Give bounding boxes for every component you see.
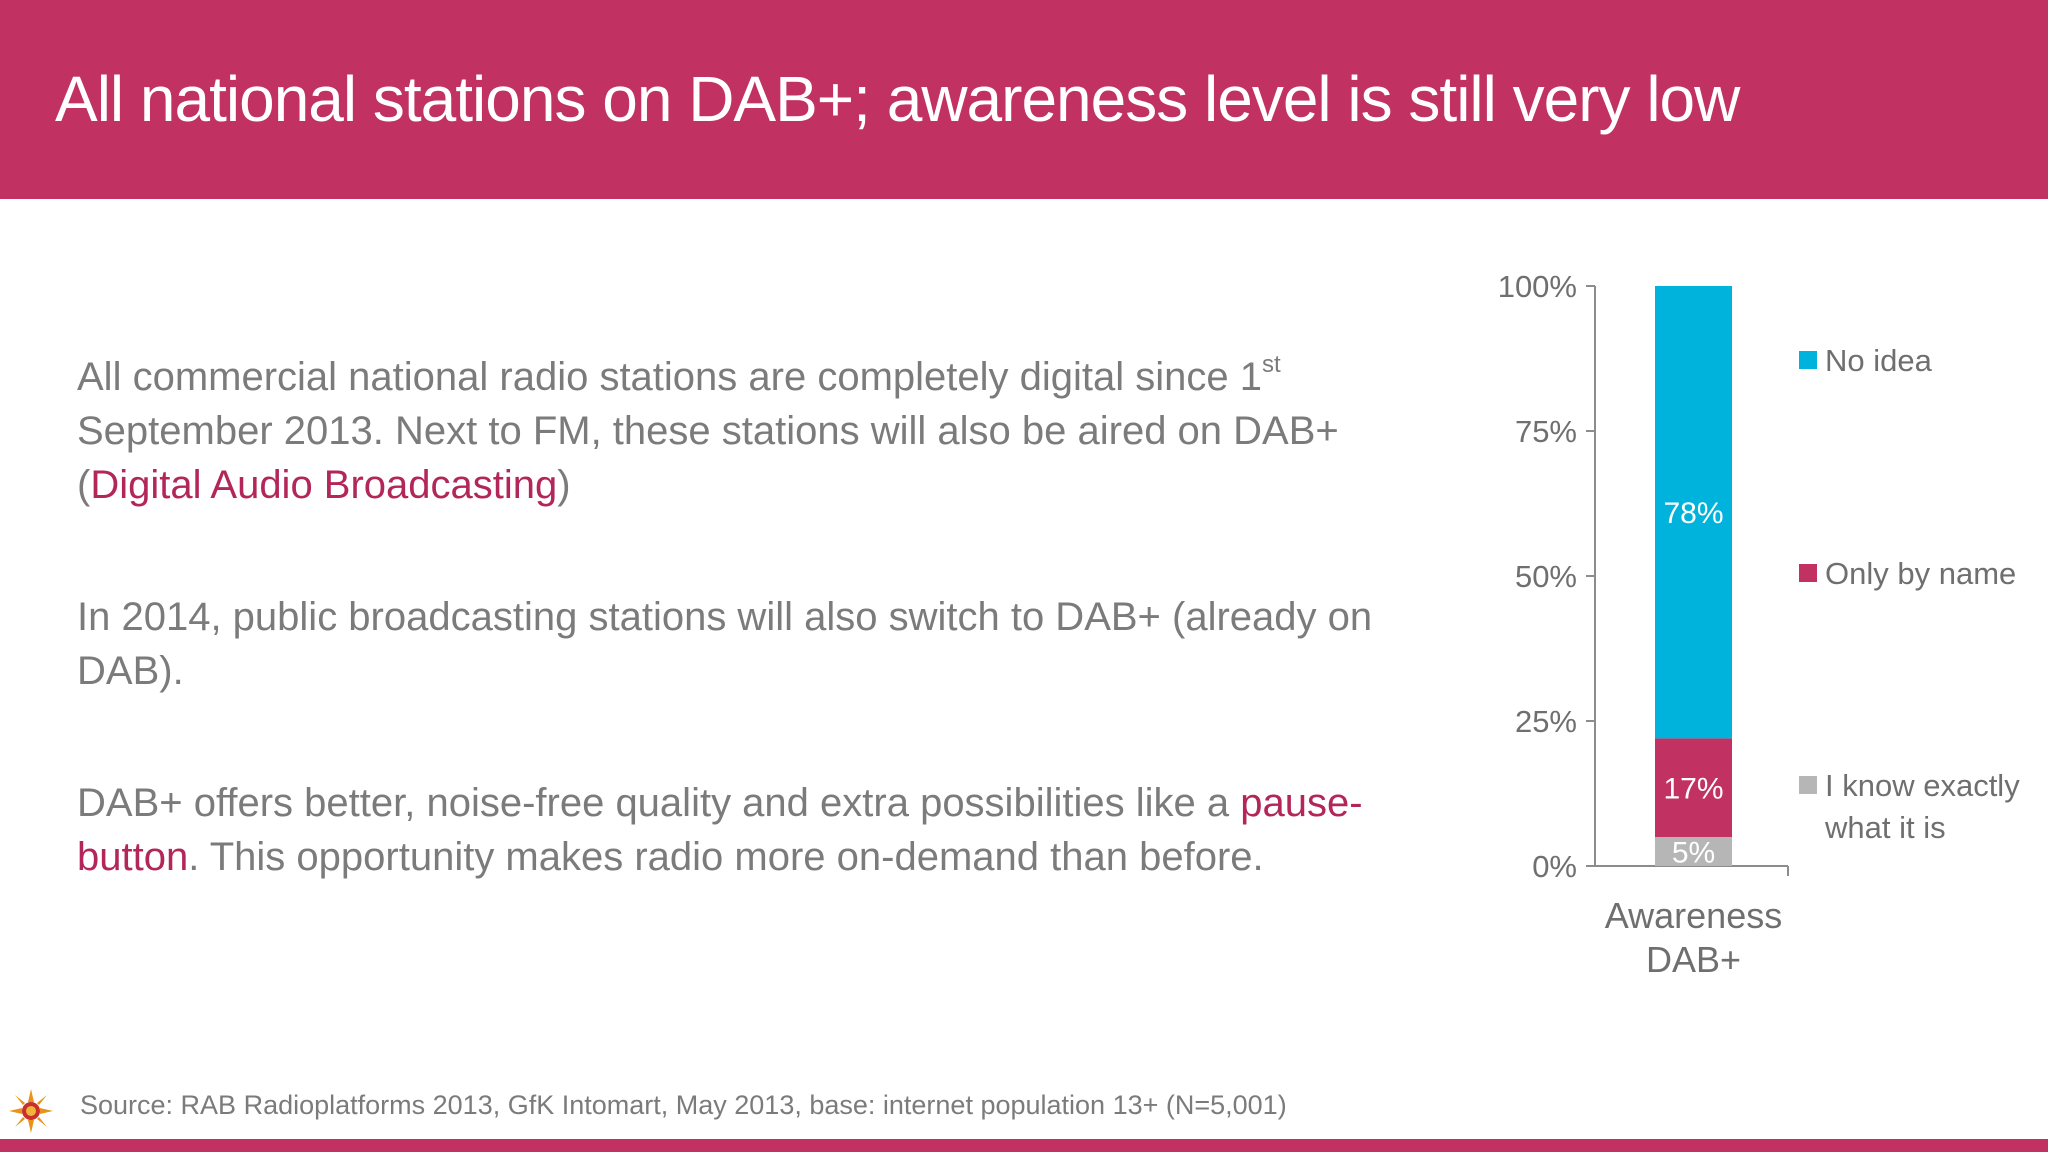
paragraph-1: All commercial national radio stations a… — [77, 350, 1437, 512]
paragraph-1-text-b: September 2013. Next to FM, these statio… — [77, 409, 1339, 507]
y-tick-label: 75% — [1515, 414, 1577, 449]
y-tick-label: 100% — [1498, 269, 1577, 304]
paragraph-1-text-a: All commercial national radio stations a… — [77, 355, 1262, 399]
bar-segment — [1655, 837, 1732, 866]
x-category-label: Awareness — [1605, 895, 1782, 936]
paragraph-3: DAB+ offers better, noise-free quality a… — [77, 776, 1437, 884]
paragraph-2: In 2014, public broadcasting stations wi… — [77, 595, 1373, 693]
paragraph-1-text-c: ) — [557, 463, 571, 507]
y-tick-label: 0% — [1532, 849, 1577, 884]
bar-segment — [1655, 286, 1732, 739]
source-note: Source: RAB Radioplatforms 2013, GfK Int… — [80, 1090, 1287, 1120]
body-text: All commercial national radio stations a… — [77, 350, 1437, 962]
title-bar: All national stations on DAB+; awareness… — [0, 0, 2048, 199]
data-label: 78% — [1663, 497, 1723, 530]
data-label: 5% — [1672, 837, 1715, 870]
paragraph-1-superscript: st — [1262, 351, 1281, 378]
sun-logo-icon — [9, 1089, 53, 1133]
paragraph-1-highlight: Digital Audio Broadcasting — [90, 463, 558, 507]
y-tick-label: 50% — [1515, 559, 1577, 594]
y-tick-label: 25% — [1515, 704, 1577, 739]
x-category-label: DAB+ — [1646, 939, 1741, 980]
paragraph-3-highlight: pause-button — [77, 781, 1363, 879]
legend-swatch — [1799, 776, 1817, 794]
legend-label: Only by name — [1825, 556, 2016, 591]
legend-label: what it is — [1824, 810, 1946, 845]
footer-bar — [0, 1139, 2048, 1152]
paragraph-3-text-a: DAB+ offers better, noise-free quality a… — [77, 781, 1241, 825]
legend-label: I know exactly — [1825, 768, 2020, 803]
legend-label: No idea — [1825, 343, 1933, 378]
slide-title: All national stations on DAB+; awareness… — [55, 63, 1740, 135]
data-label: 17% — [1663, 773, 1723, 806]
paragraph-3-text-b: . This opportunity makes radio more on-d… — [188, 835, 1264, 879]
legend-swatch — [1799, 351, 1817, 369]
awareness-chart: 0% 25% 50% 75% 100% 5% 17% 78% Awareness DAB+ No i… — [1400, 240, 2048, 1020]
bar-segment — [1655, 738, 1732, 837]
legend-swatch — [1799, 564, 1817, 582]
